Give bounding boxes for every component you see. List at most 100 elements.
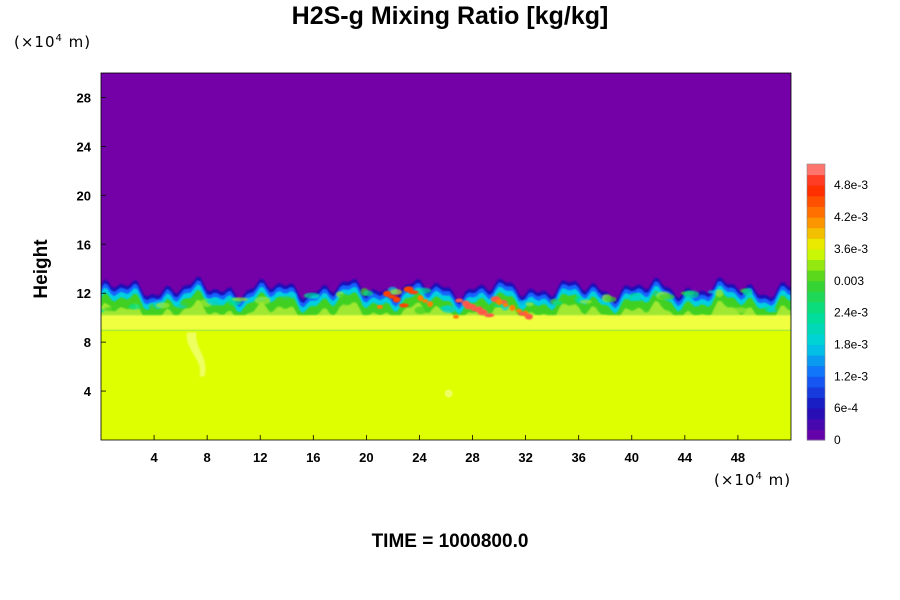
x-tick-label: 48	[731, 450, 745, 465]
band-patch	[155, 302, 170, 309]
hotspot-blob	[509, 304, 516, 311]
band-patch	[288, 292, 297, 299]
band-patch	[338, 293, 349, 298]
colorbar-segment	[807, 323, 825, 335]
x-tick-label: 24	[412, 450, 427, 465]
band-patch	[128, 303, 141, 310]
colorbar-segment	[807, 408, 825, 420]
hotspot-blob	[427, 300, 434, 307]
band-patch	[390, 288, 403, 295]
colorbar-label: 2.4e-3	[834, 306, 868, 320]
band-patch	[604, 296, 617, 303]
x-axis-unit: (×104 m)	[714, 471, 792, 489]
x-tick-label: 28	[465, 450, 479, 465]
colorbar: 0 6e-4 1.2e-3 1.8e-3 2.4e-3 0.003 3.6e-3 4.2e-3…	[806, 163, 868, 447]
band-patch	[715, 289, 724, 298]
colorbar-segment	[807, 259, 825, 271]
band-patch	[767, 308, 778, 313]
colorbar-segment	[807, 248, 825, 261]
hotspot-blob	[477, 309, 488, 316]
hotspot-blob	[515, 308, 522, 313]
y-tick-label: 20	[77, 188, 91, 203]
colorbar-label: 6e-4	[834, 401, 858, 415]
colorbar-segment	[807, 333, 825, 345]
y-axis-unit: (×104 m)	[14, 33, 92, 51]
colorbar-segment	[807, 429, 825, 441]
hotspot-blob	[422, 299, 429, 304]
band-patch	[417, 287, 432, 294]
colorbar-segment	[807, 227, 825, 239]
plume	[186, 332, 206, 377]
colorbar-segment	[807, 312, 825, 324]
band-patch	[104, 307, 117, 312]
x-tick-label: 8	[204, 450, 211, 465]
band-patch	[552, 300, 563, 305]
hotspot-blob	[518, 311, 527, 316]
x-tick-label: 4	[150, 450, 158, 465]
colorbar-segment	[807, 270, 825, 282]
lower-layer-region	[101, 331, 791, 440]
hotspot-blob	[403, 286, 414, 293]
colorbar-segment	[807, 397, 825, 409]
colorbar-segment	[807, 302, 825, 314]
band-patch	[207, 297, 224, 306]
colorbar-segment	[807, 195, 825, 207]
x-tick-label: 20	[359, 450, 373, 465]
band-patch	[579, 299, 592, 304]
band-patch	[732, 307, 749, 314]
band-patch	[683, 290, 700, 299]
x-tick-label: 36	[571, 450, 585, 465]
chart-title: H2S-g Mixing Ratio [kg/kg]	[291, 2, 609, 30]
colorbar-segment	[807, 206, 825, 218]
y-tick-label: 16	[77, 237, 91, 252]
hotspot-blob	[524, 313, 533, 320]
y-tick-label: 28	[77, 90, 91, 105]
colorbar-segment	[807, 291, 825, 303]
colorbar-segment	[807, 164, 825, 176]
x-tick-label: 16	[306, 450, 320, 465]
plot-area	[101, 73, 791, 440]
colorbar-segment	[807, 365, 825, 377]
pale-strip	[101, 315, 791, 330]
band-patch	[180, 298, 195, 307]
colorbar-segment	[807, 344, 825, 356]
band-patch	[658, 293, 675, 300]
band-patch	[362, 290, 373, 297]
band-patch	[414, 306, 427, 315]
y-tick-label: 24	[77, 139, 92, 154]
hotspot-blob	[376, 304, 383, 309]
colorbar-label: 1.2e-3	[834, 369, 868, 383]
band-patch	[254, 296, 271, 305]
x-tick-label: 44	[678, 450, 693, 465]
band-patch	[631, 295, 646, 302]
time-label: TIME = 1000800.0	[371, 531, 529, 552]
colorbar-label: 1.8e-3	[834, 337, 868, 351]
colorbar-segment	[807, 418, 825, 430]
x-tick-label: 32	[518, 450, 532, 465]
plume-blob	[444, 389, 453, 398]
colorbar-segment	[807, 376, 825, 388]
y-tick-label: 8	[84, 335, 91, 350]
plot-frame	[100, 72, 792, 441]
hotspot-blob	[470, 307, 481, 312]
colorbar-label: 4.8e-3	[834, 178, 868, 192]
y-tick-label: 4	[84, 384, 92, 399]
band-patch	[232, 297, 249, 302]
colorbar-label: 0.003	[834, 274, 864, 288]
hotspot-blob	[398, 303, 409, 308]
hotspot-blob	[383, 290, 392, 297]
colorbar-segment	[807, 280, 825, 292]
band-patch	[311, 294, 320, 299]
colorbar-frame	[806, 163, 826, 441]
band-patch	[441, 305, 456, 314]
colorbar-segment	[807, 238, 825, 250]
colorbar-segment	[807, 386, 825, 399]
hotspot-blob	[464, 303, 475, 310]
hotspot-blob	[417, 295, 424, 302]
band-patch	[525, 302, 534, 307]
colorbar-segment	[807, 217, 825, 229]
colorbar-segment	[807, 355, 825, 367]
x-axis: 4 8 12 16 20 24 28 32 36 40 44 48	[150, 435, 745, 465]
y-tick-label: 12	[77, 286, 91, 301]
